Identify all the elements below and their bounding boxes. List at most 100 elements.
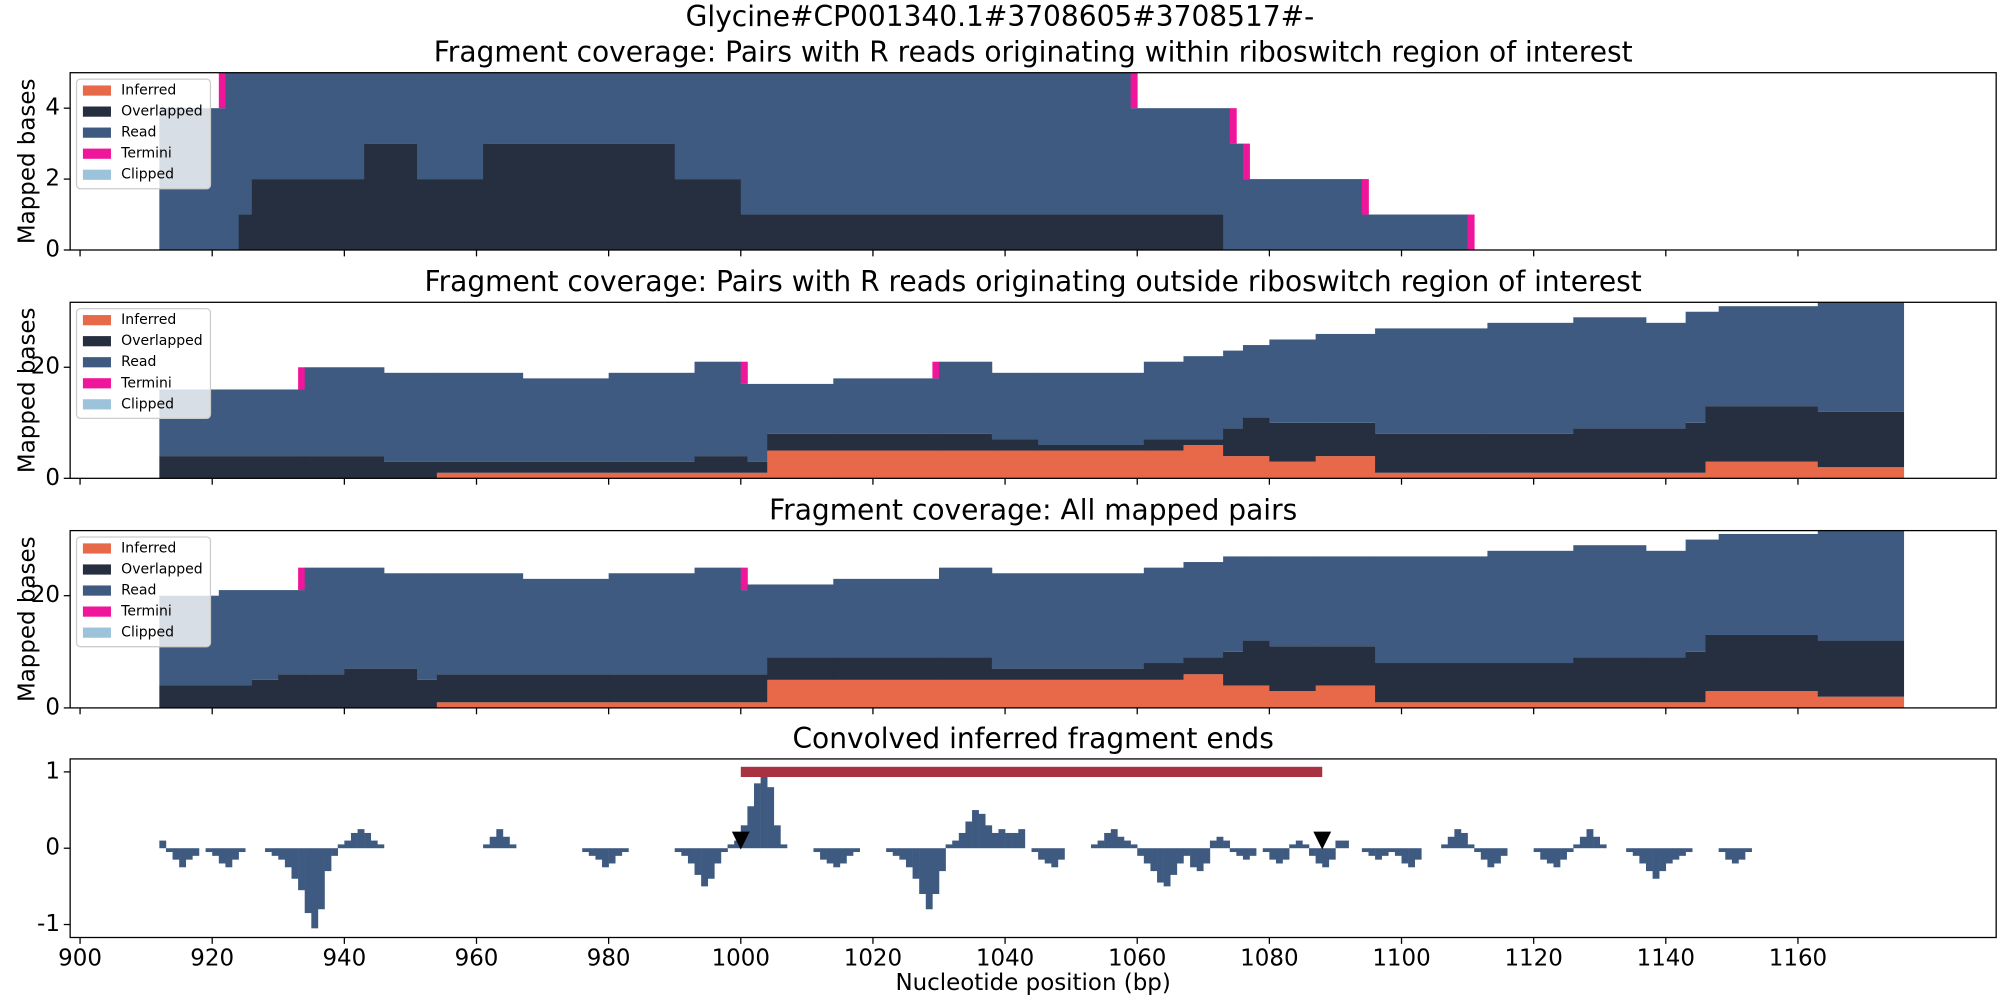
bar xyxy=(225,848,233,868)
bar-segment xyxy=(932,378,940,434)
bar-segment xyxy=(1242,556,1270,641)
bar-segment xyxy=(939,361,993,434)
y-tick-label: 0 xyxy=(45,694,60,720)
bar-segment xyxy=(1183,674,1224,708)
x-tick-label: 1020 xyxy=(844,946,902,972)
bar-segment xyxy=(238,214,253,250)
y-axis-label: Mapped bases xyxy=(15,79,41,245)
panel-title: Convolved inferred fragment ends xyxy=(792,722,1273,755)
bar xyxy=(1401,848,1409,864)
bar-segment xyxy=(833,433,933,451)
x-axis-label: Nucleotide position (bp) xyxy=(895,970,1170,996)
bar-segment xyxy=(740,590,748,675)
legend-swatch xyxy=(82,85,111,96)
bar-segment xyxy=(383,668,418,708)
panel-title: Fragment coverage: Pairs with R reads or… xyxy=(425,265,1642,298)
bar xyxy=(1209,840,1217,849)
x-tick-label: 1080 xyxy=(1240,946,1298,972)
legend-swatch xyxy=(82,169,111,180)
bar-segment xyxy=(1130,108,1138,215)
panel-title: Fragment coverage: All mapped pairs xyxy=(769,493,1297,526)
bar-segment xyxy=(740,72,1132,215)
bar xyxy=(1137,848,1145,856)
bar-segment xyxy=(1817,467,1905,479)
bar xyxy=(1170,848,1178,875)
bar xyxy=(1679,848,1686,856)
legend-label: Overlapped xyxy=(121,104,203,120)
bar xyxy=(945,844,953,849)
bar xyxy=(265,848,272,853)
bar-segment xyxy=(608,372,695,462)
bar-segment xyxy=(1375,472,1488,479)
bar xyxy=(939,848,946,872)
legend-label: Termini xyxy=(120,375,172,391)
bar-segment xyxy=(522,472,610,479)
bar-segment xyxy=(1361,179,1369,215)
legend-swatch xyxy=(82,148,111,159)
bar-segment xyxy=(1705,406,1720,462)
bar-segment xyxy=(1183,439,1224,446)
panel: Fragment coverage: Pairs with R reads or… xyxy=(15,36,1997,263)
bar-segment xyxy=(1223,685,1244,708)
bar-segment xyxy=(674,179,742,250)
panel-title: Fragment coverage: Pairs with R reads or… xyxy=(434,36,1633,69)
bar xyxy=(1454,829,1462,849)
bar-segment xyxy=(767,679,834,708)
legend-label: Read xyxy=(121,354,156,370)
bar-segment xyxy=(1573,472,1647,479)
bar xyxy=(179,848,187,868)
bar-segment xyxy=(747,461,768,473)
bar xyxy=(377,844,385,849)
bar-segment xyxy=(1685,472,1706,479)
bar-segment xyxy=(159,456,299,479)
legend: Inferred Overlapped Read Termini Clipped xyxy=(75,78,212,190)
bar xyxy=(1632,848,1640,856)
legend-swatch xyxy=(82,543,111,554)
bar-segment xyxy=(218,685,253,708)
bar-segment xyxy=(522,674,610,703)
bar-segment xyxy=(740,702,748,708)
legend-swatch xyxy=(82,378,111,389)
bar xyxy=(1196,848,1204,872)
bar-segment xyxy=(436,472,524,479)
bar-segment xyxy=(740,456,748,473)
axes-frame xyxy=(69,529,1997,709)
bar xyxy=(357,829,365,849)
bar-segment xyxy=(417,679,438,708)
y-tick-label: 20 xyxy=(31,582,60,608)
bar-segment xyxy=(747,472,768,479)
bar-segment xyxy=(747,383,768,462)
bar xyxy=(1500,848,1508,856)
y-tick-label: 0 xyxy=(45,835,60,861)
bar-segment xyxy=(278,590,299,675)
bar xyxy=(1183,848,1191,856)
bar-segment xyxy=(608,461,695,473)
bar-segment xyxy=(1130,214,1138,250)
bar-segment xyxy=(1143,450,1184,479)
bar-segment xyxy=(1487,472,1574,479)
bar xyxy=(1474,848,1482,853)
bar xyxy=(978,813,986,849)
y-tick-label: 1 xyxy=(45,758,60,784)
bar xyxy=(331,848,339,856)
bar xyxy=(1342,840,1349,849)
bar-segment xyxy=(344,567,385,669)
bar xyxy=(489,836,497,849)
bar-segment xyxy=(740,383,748,457)
bar-segment xyxy=(939,433,993,451)
bar xyxy=(1322,848,1330,868)
plot-area xyxy=(159,530,1905,708)
bar-segment xyxy=(694,567,742,675)
bar xyxy=(311,848,319,929)
bar-segment xyxy=(298,456,306,479)
bar-segment xyxy=(1573,317,1647,429)
bar xyxy=(304,848,312,914)
plot-area xyxy=(159,766,1752,929)
bar-segment xyxy=(833,578,940,658)
bar-segment xyxy=(522,578,610,675)
bar-segment xyxy=(1242,179,1250,250)
bar-segment xyxy=(1573,545,1647,658)
bar xyxy=(694,848,702,875)
axes-frame xyxy=(69,301,1997,479)
